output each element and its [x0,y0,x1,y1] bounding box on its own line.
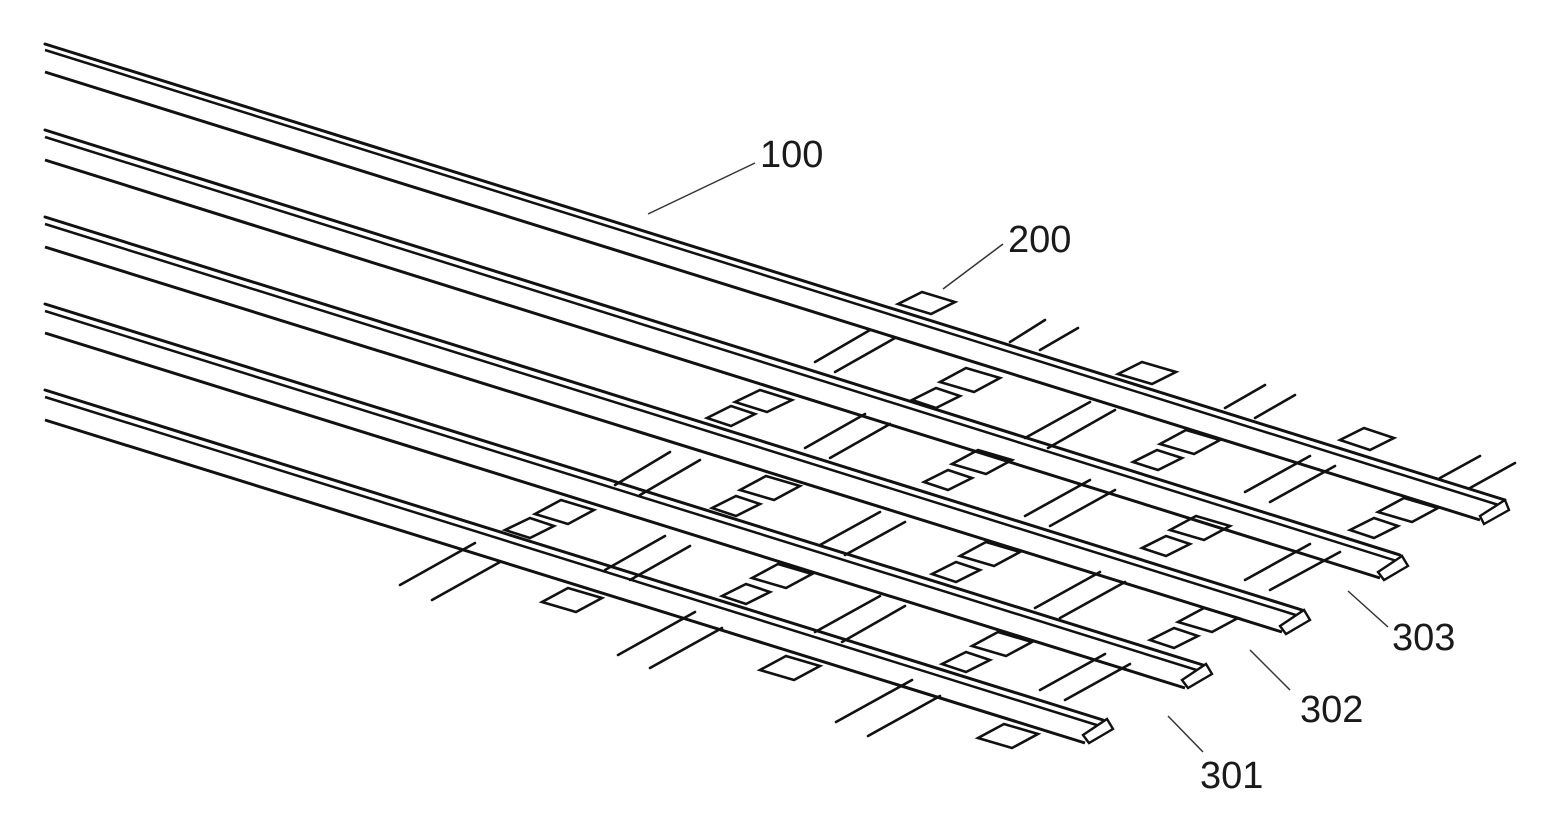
tie [613,450,672,487]
rail-pad [1129,448,1186,472]
tie [834,678,914,724]
rail-pad [920,468,976,492]
rail-pads [501,290,1442,750]
rail-pad [1138,534,1194,558]
rail-pad [1374,496,1442,524]
rail-pad [748,562,816,590]
reference-labels: 100 200 301 302 303 [760,134,1455,797]
tie [813,328,872,364]
rail-pad [1166,514,1234,542]
rail-pad [1174,606,1242,634]
rail [43,42,1511,526]
tie [648,626,724,670]
rail-pad [736,474,804,502]
rail-pad [1156,428,1224,456]
rail-pad [1114,360,1180,386]
tie [430,560,502,602]
rail-pad [708,494,764,518]
tie [1253,393,1297,420]
tie [1038,326,1080,352]
leader-line-100 [647,162,756,215]
rail-pad [1336,426,1398,452]
tie [1046,408,1117,450]
rail-pad [1346,516,1402,540]
leader-line-200 [942,243,1004,290]
rail-pad [538,586,606,614]
tie [866,694,942,738]
rail-pad [703,404,759,428]
rail-pad [501,516,558,540]
leader-line-301 [1167,715,1204,753]
rail-pad [956,540,1024,568]
rail-pad [908,386,964,410]
rails [43,42,1511,745]
label-100: 100 [760,134,823,176]
rail-pad [894,290,959,316]
rail [43,302,1214,690]
tie [638,458,702,497]
tie [813,594,882,634]
rail-pad [718,582,774,606]
rail-pad [756,654,824,682]
tie [1468,461,1517,490]
tie [828,422,892,460]
rail-pad [968,630,1036,658]
tie [840,604,907,644]
leader-line-302 [1249,649,1291,691]
rail-pad [938,650,994,674]
tie [843,520,907,557]
rail [43,215,1312,636]
rail-pad [974,722,1042,750]
tie [1048,488,1117,528]
tie [1058,580,1127,620]
tie [1063,662,1132,702]
rail-pad [936,366,1004,394]
label-302: 302 [1300,689,1363,731]
tie [1033,570,1102,610]
rail [43,128,1410,582]
label-303: 303 [1392,617,1455,659]
tie [803,412,867,450]
rail-pad [1146,626,1202,650]
rail-pad [948,448,1016,476]
tie [818,510,882,547]
tie [1023,478,1092,518]
rail-pad [531,498,598,526]
tie [1008,318,1047,344]
rail-pad [731,388,796,414]
rail-pad [928,560,984,584]
leader-lines [647,162,1389,753]
label-301: 301 [1200,755,1263,797]
tie [833,336,897,374]
tie [603,534,667,572]
leader-line-303 [1347,590,1389,628]
label-200: 200 [1008,219,1071,261]
tie [1223,383,1267,410]
tie [1023,400,1092,440]
tie [1268,550,1342,592]
rail [43,388,1115,745]
tie [1438,454,1482,480]
tie [1243,542,1312,582]
